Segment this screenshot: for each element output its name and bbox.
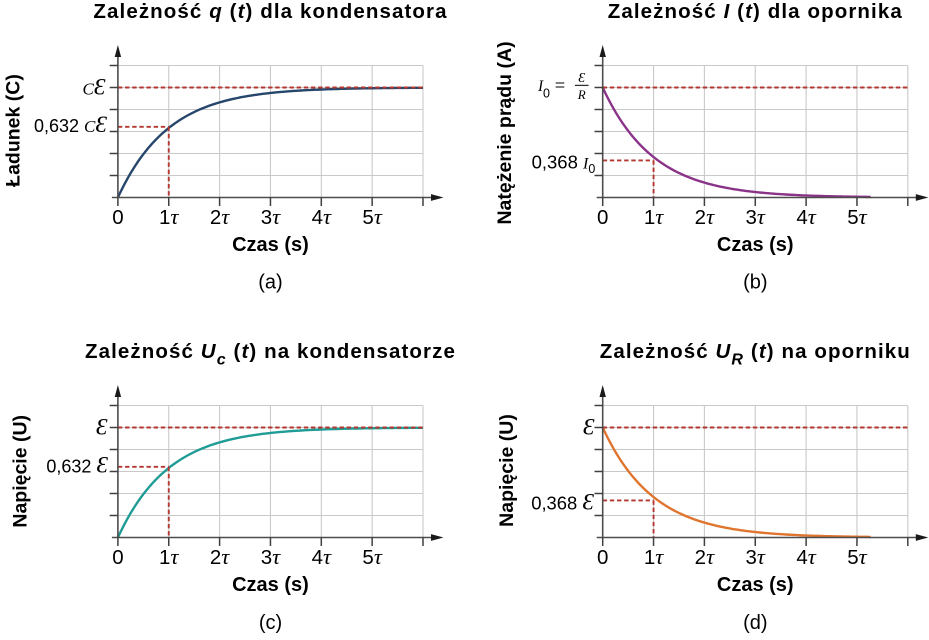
svg-text:5τ: 5τ (847, 544, 867, 569)
svg-text:Czas (s): Czas (s) (232, 574, 309, 596)
svg-text:0: 0 (112, 546, 123, 569)
svg-text:Zależność q (t) dla kondensato: Zależność q (t) dla kondensatora (93, 0, 447, 23)
svg-text:5τ: 5τ (362, 204, 382, 229)
svg-text:0,368 I0: 0,368 I0 (532, 152, 596, 177)
svg-text:(d): (d) (743, 612, 767, 634)
svg-text:Napięcie (U): Napięcie (U) (496, 414, 518, 527)
svg-text:4τ: 4τ (796, 204, 816, 229)
svg-text:3τ: 3τ (746, 204, 766, 229)
svg-text:Natężenie prądu (A): Natężenie prądu (A) (494, 41, 516, 224)
svg-text:R: R (577, 87, 586, 102)
svg-text:3τ: 3τ (261, 204, 281, 229)
svg-text:Zależność I (t) dla opornika: Zależność I (t) dla opornika (608, 0, 903, 23)
svg-text:3τ: 3τ (261, 544, 281, 569)
svg-text:(c): (c) (259, 612, 282, 634)
svg-text:CƐ: CƐ (83, 74, 106, 100)
svg-text:1τ: 1τ (159, 544, 179, 569)
svg-text:0: 0 (112, 206, 123, 229)
svg-text:Czas (s): Czas (s) (717, 234, 794, 256)
svg-text:Napięcie (U): Napięcie (U) (10, 415, 32, 528)
svg-text:Czas (s): Czas (s) (717, 574, 794, 596)
svg-text:Czas (s): Czas (s) (232, 234, 309, 256)
svg-text:2τ: 2τ (210, 544, 230, 569)
svg-text:5τ: 5τ (847, 204, 867, 229)
svg-text:1τ: 1τ (644, 204, 664, 229)
svg-text:Ładunek (C): Ładunek (C) (2, 74, 24, 187)
svg-text:0: 0 (543, 87, 550, 101)
svg-text:0: 0 (597, 206, 608, 229)
svg-text:Ɛ: Ɛ (578, 71, 585, 86)
svg-text:Ɛ: Ɛ (96, 415, 108, 441)
svg-text:Ɛ: Ɛ (583, 415, 595, 441)
svg-text:I: I (537, 78, 544, 95)
svg-text:5τ: 5τ (362, 544, 382, 569)
svg-text:2τ: 2τ (695, 544, 715, 569)
svg-text:(b): (b) (743, 272, 767, 294)
svg-text:3τ: 3τ (746, 544, 766, 569)
svg-text:4τ: 4τ (796, 544, 816, 569)
svg-text:1τ: 1τ (644, 544, 664, 569)
svg-text:1τ: 1τ (159, 204, 179, 229)
svg-text:0,368 Ɛ: 0,368 Ɛ (531, 490, 594, 516)
svg-text:0: 0 (597, 546, 608, 569)
svg-text:2τ: 2τ (695, 204, 715, 229)
svg-text:0,632 Ɛ: 0,632 Ɛ (46, 453, 108, 479)
svg-text:(a): (a) (258, 272, 282, 294)
svg-text:0,632 CƐ: 0,632 CƐ (34, 112, 107, 138)
svg-text:4τ: 4τ (312, 544, 332, 569)
svg-text:=: = (555, 77, 565, 97)
svg-text:2τ: 2τ (210, 204, 230, 229)
svg-text:4τ: 4τ (312, 204, 332, 229)
